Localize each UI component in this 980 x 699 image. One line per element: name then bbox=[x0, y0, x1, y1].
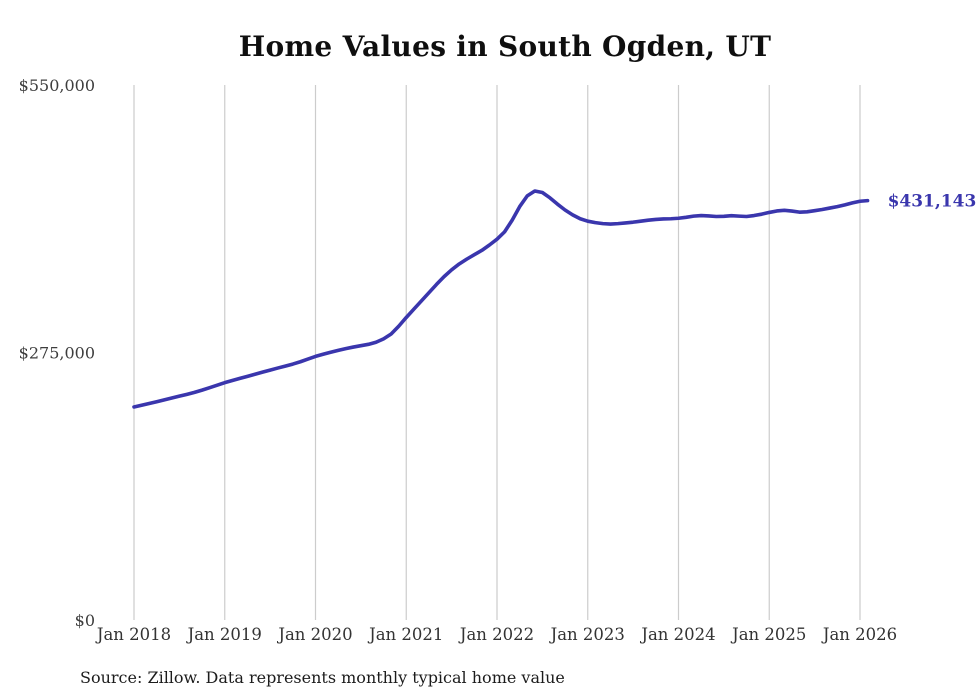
y-tick-label: $0 bbox=[75, 611, 95, 630]
y-tick-label: $550,000 bbox=[19, 76, 95, 95]
end-value-label: $431,143 bbox=[888, 192, 977, 212]
x-tick-label: Jan 2023 bbox=[549, 625, 625, 644]
x-tick-label: Jan 2022 bbox=[458, 625, 534, 644]
x-tick-label: Jan 2025 bbox=[730, 625, 806, 644]
x-tick-label: Jan 2021 bbox=[367, 625, 443, 644]
x-tick-label: Jan 2026 bbox=[821, 625, 897, 644]
chart-title: Home Values in South Ogden, UT bbox=[238, 30, 772, 63]
x-tick-label: Jan 2020 bbox=[276, 625, 352, 644]
source-note: Source: Zillow. Data represents monthly … bbox=[80, 668, 565, 687]
x-tick-label: Jan 2024 bbox=[639, 625, 715, 644]
y-tick-label: $275,000 bbox=[19, 344, 95, 363]
x-tick-label: Jan 2018 bbox=[95, 625, 171, 644]
x-tick-label: Jan 2019 bbox=[186, 625, 262, 644]
home-value-line bbox=[132, 189, 870, 409]
